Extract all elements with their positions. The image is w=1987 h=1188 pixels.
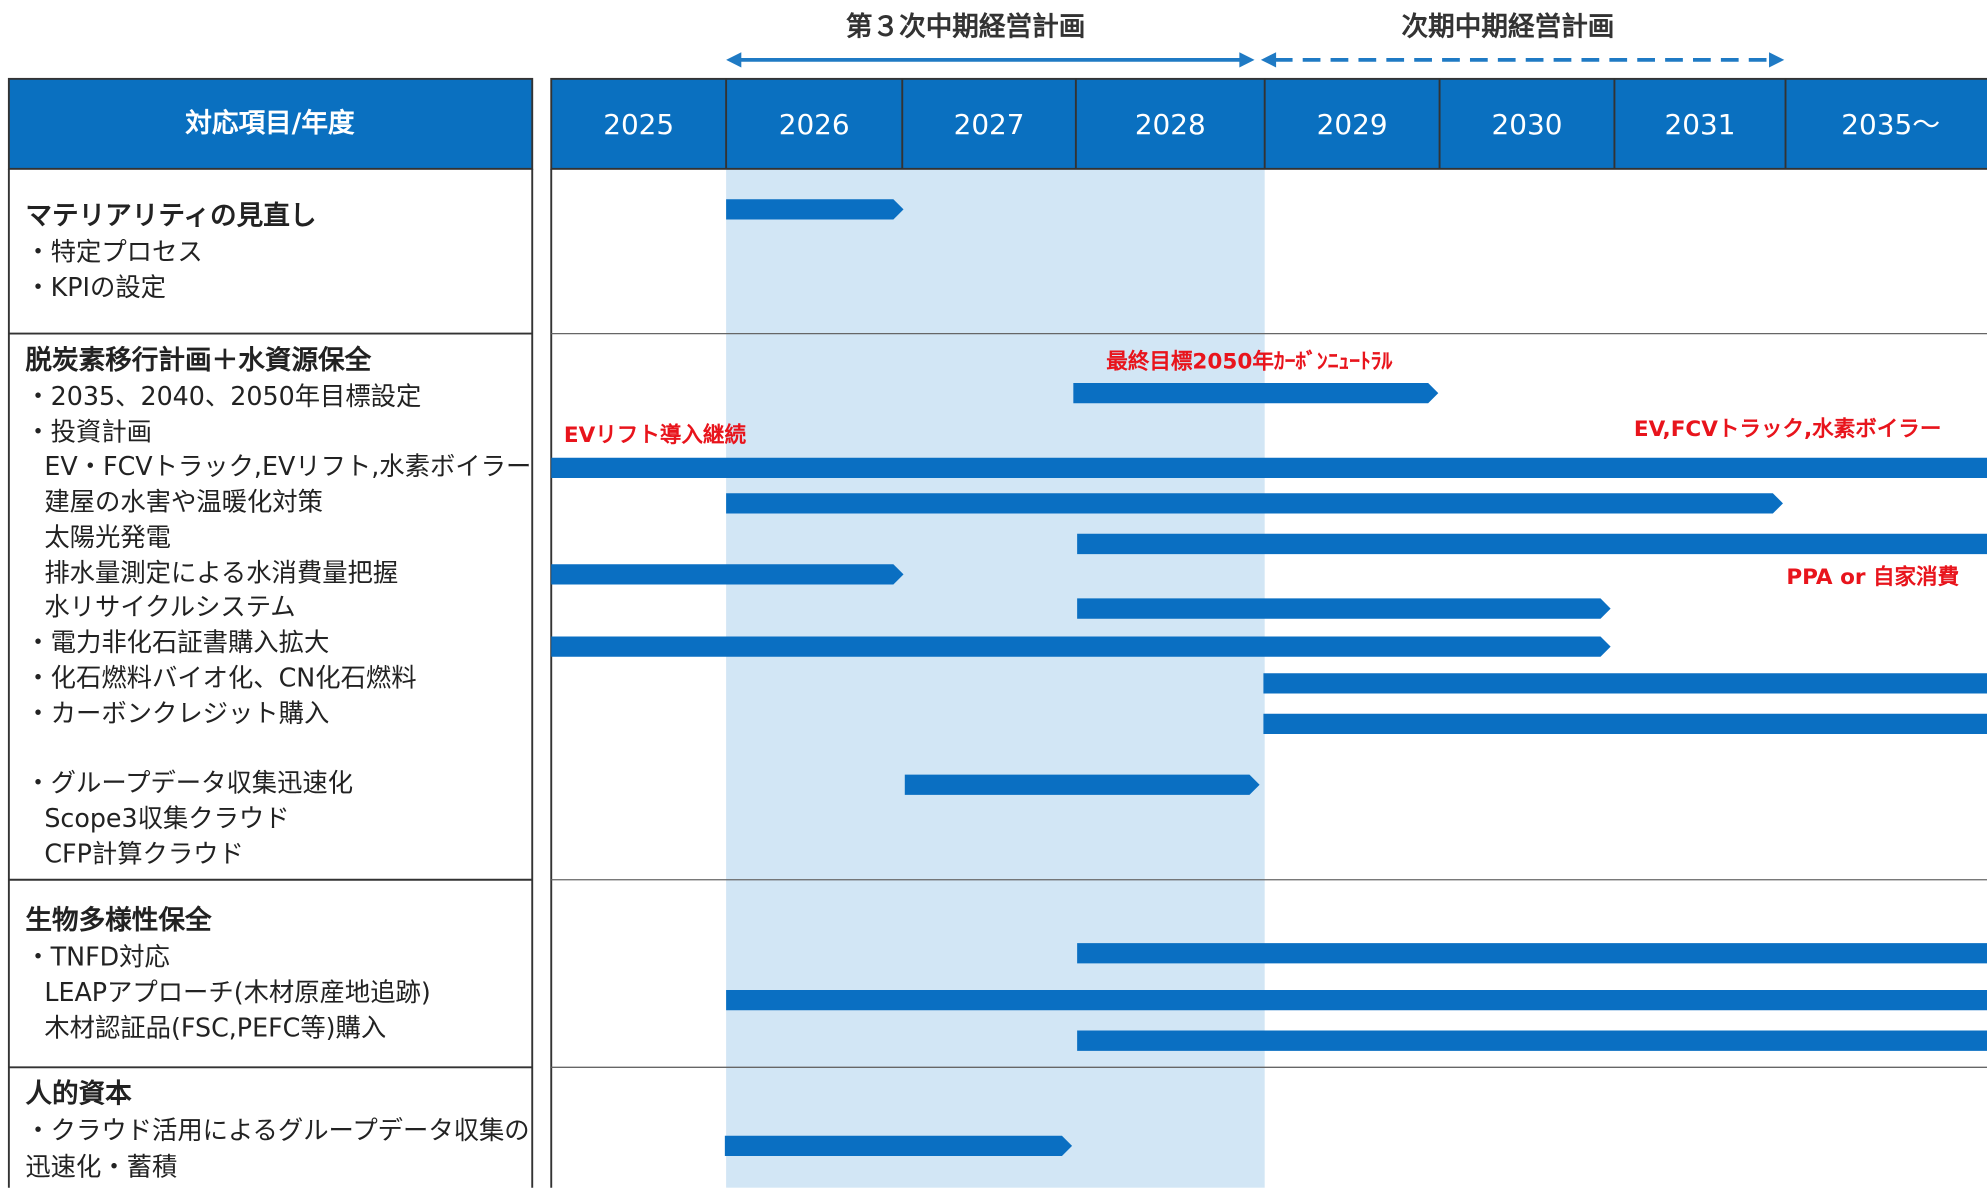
row-item: ・化石燃料バイオ化、CN化石燃料 bbox=[25, 663, 416, 693]
timeline-bar bbox=[1077, 598, 1611, 619]
plan-arrows bbox=[726, 52, 1785, 68]
annotation: 最終目標2050年ｶｰﾎﾞﾝﾆｭｰﾄﾗﾙ bbox=[1106, 349, 1392, 375]
row-item: LEAPアプローチ(木材原産地追跡) bbox=[44, 977, 430, 1007]
timeline-bar bbox=[1077, 943, 1987, 964]
row-item: ・グループデータ収集迅速化 bbox=[25, 768, 353, 798]
timeline-bar bbox=[1077, 1030, 1987, 1051]
row-heading: マテリアリティの見直し bbox=[25, 201, 316, 232]
annotation: PPA or 自家消費 bbox=[1786, 564, 1959, 590]
row-item: ・投資計画 bbox=[25, 417, 152, 447]
timeline-bar bbox=[1263, 673, 1987, 694]
year-label: 2027 bbox=[954, 108, 1025, 141]
row-heading: 人的資本 bbox=[25, 1079, 132, 1110]
timeline-bar bbox=[1263, 713, 1987, 735]
year-label: 2035～ bbox=[1841, 108, 1940, 141]
year-label: 2029 bbox=[1317, 108, 1388, 141]
row-item: 建屋の水害や温暖化対策 bbox=[44, 486, 323, 516]
timeline-bar bbox=[724, 1135, 1073, 1157]
row-item: Scope3収集クラウド bbox=[44, 803, 289, 833]
year-label: 2026 bbox=[779, 108, 850, 141]
plan-label: 次期中期経営計画 bbox=[1402, 12, 1615, 43]
year-label: 2028 bbox=[1135, 108, 1206, 141]
current-plan-band bbox=[726, 168, 1265, 1188]
timeline-bar bbox=[551, 636, 1611, 657]
row-item: ・2035、2040、2050年目標設定 bbox=[25, 381, 421, 411]
timeline-bar bbox=[1073, 383, 1439, 404]
row-item: EV・FCVトラック,EVリフト,水素ボイラー bbox=[44, 451, 531, 481]
grid-row-lines bbox=[551, 332, 1987, 1068]
timeline-bar bbox=[726, 199, 904, 220]
column-title: 対応項目/年度 bbox=[185, 108, 355, 139]
row-item: ・カーボンクレジット購入 bbox=[25, 698, 329, 728]
row-item: 太陽光発電 bbox=[44, 522, 171, 552]
year-label: 2031 bbox=[1665, 108, 1736, 141]
year-label: 2030 bbox=[1492, 108, 1563, 141]
timeline-bar bbox=[1077, 533, 1987, 555]
year-label: 2025 bbox=[603, 108, 674, 141]
timeline-bar bbox=[726, 990, 1987, 1011]
annotation: EV,FCVトラック,水素ボイラー bbox=[1634, 416, 1941, 442]
row-item: ・電力非化石証書購入拡大 bbox=[25, 627, 329, 657]
year-header bbox=[550, 77, 1987, 170]
timeline-bar bbox=[726, 493, 1783, 514]
row-item: ・KPIの設定 bbox=[25, 272, 166, 302]
row-heading: 生物多様性保全 bbox=[25, 905, 212, 936]
row-item: 水リサイクルシステム bbox=[44, 592, 295, 622]
row-item: ・クラウド活用によるグループデータ収集の bbox=[25, 1115, 529, 1145]
row-item: 排水量測定による水消費量把握 bbox=[44, 557, 398, 587]
annotation: EVリフト導入継続 bbox=[564, 422, 747, 448]
timeline-bar bbox=[904, 774, 1260, 795]
table-lines bbox=[7, 78, 1787, 1188]
timeline-bar bbox=[551, 564, 904, 585]
plan-label: 第３次中期経営計画 bbox=[846, 12, 1086, 43]
row-item: ・特定プロセス bbox=[25, 237, 202, 267]
timeline-bar bbox=[551, 457, 1987, 479]
row-heading: 脱炭素移行計画＋水資源保全 bbox=[25, 345, 371, 376]
row-item: CFP計算クラウド bbox=[44, 839, 244, 869]
row-item: 迅速化・蓄積 bbox=[25, 1152, 177, 1182]
row-item: 木材認証品(FSC,PEFC等)購入 bbox=[44, 1012, 386, 1042]
row-item: ・TNFD対応 bbox=[25, 941, 169, 971]
left-header bbox=[7, 77, 534, 170]
